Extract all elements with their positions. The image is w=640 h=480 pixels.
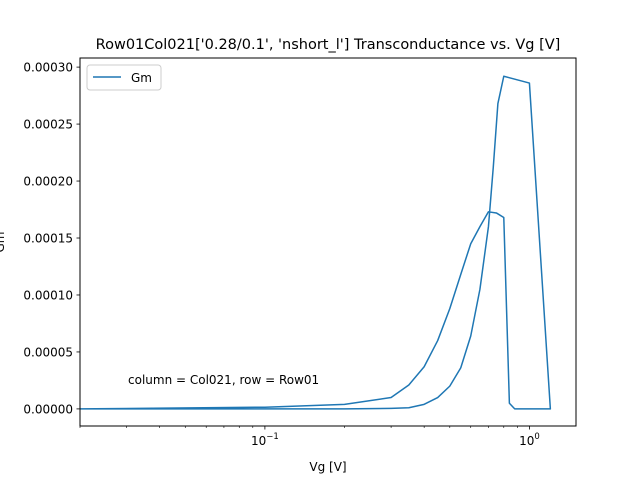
legend-box bbox=[86, 64, 162, 91]
legend-label-gm: Gm bbox=[131, 71, 152, 85]
plot-frame bbox=[79, 57, 577, 427]
x-axis-label: Vg [V] bbox=[309, 460, 346, 474]
x-axis: 10−1 100 bbox=[79, 426, 540, 448]
y-axis: 0.00000 0.00005 0.00010 0.00015 0.00020 0.000… bbox=[23, 61, 80, 416]
plot-layer bbox=[79, 75, 552, 410]
x-tick-label: 100 bbox=[519, 432, 540, 448]
y-axis-label: Gm bbox=[0, 232, 7, 253]
y-tick-label: 0.00005 bbox=[23, 345, 73, 359]
y-tick-label: 0.00015 bbox=[23, 232, 73, 246]
legend: Gm bbox=[86, 64, 162, 91]
x-tick-label: 10−1 bbox=[251, 432, 279, 448]
y-tick-label: 0.00020 bbox=[23, 175, 73, 189]
series-line-gm bbox=[79, 75, 552, 410]
y-tick-label: 0.00010 bbox=[23, 288, 73, 302]
y-tick-label: 0.00025 bbox=[23, 118, 73, 132]
annotation-text: column = Col021, row = Row01 bbox=[128, 373, 319, 387]
chart-title: Row01Col021['0.28/0.1', 'nshort_l'] Tran… bbox=[96, 37, 561, 53]
y-tick-label: 0.00000 bbox=[23, 402, 73, 416]
y-tick-label: 0.00030 bbox=[23, 61, 73, 75]
